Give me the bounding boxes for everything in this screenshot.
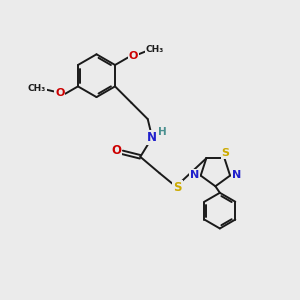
Text: N: N [232, 170, 241, 180]
Text: CH₃: CH₃ [146, 45, 164, 54]
Text: O: O [111, 144, 121, 158]
Text: O: O [129, 51, 138, 62]
Text: S: S [222, 148, 230, 158]
Text: N: N [147, 131, 157, 144]
Text: S: S [173, 181, 182, 194]
Text: H: H [158, 127, 167, 137]
Text: N: N [190, 170, 199, 180]
Text: CH₃: CH₃ [28, 84, 46, 93]
Text: O: O [55, 88, 64, 98]
